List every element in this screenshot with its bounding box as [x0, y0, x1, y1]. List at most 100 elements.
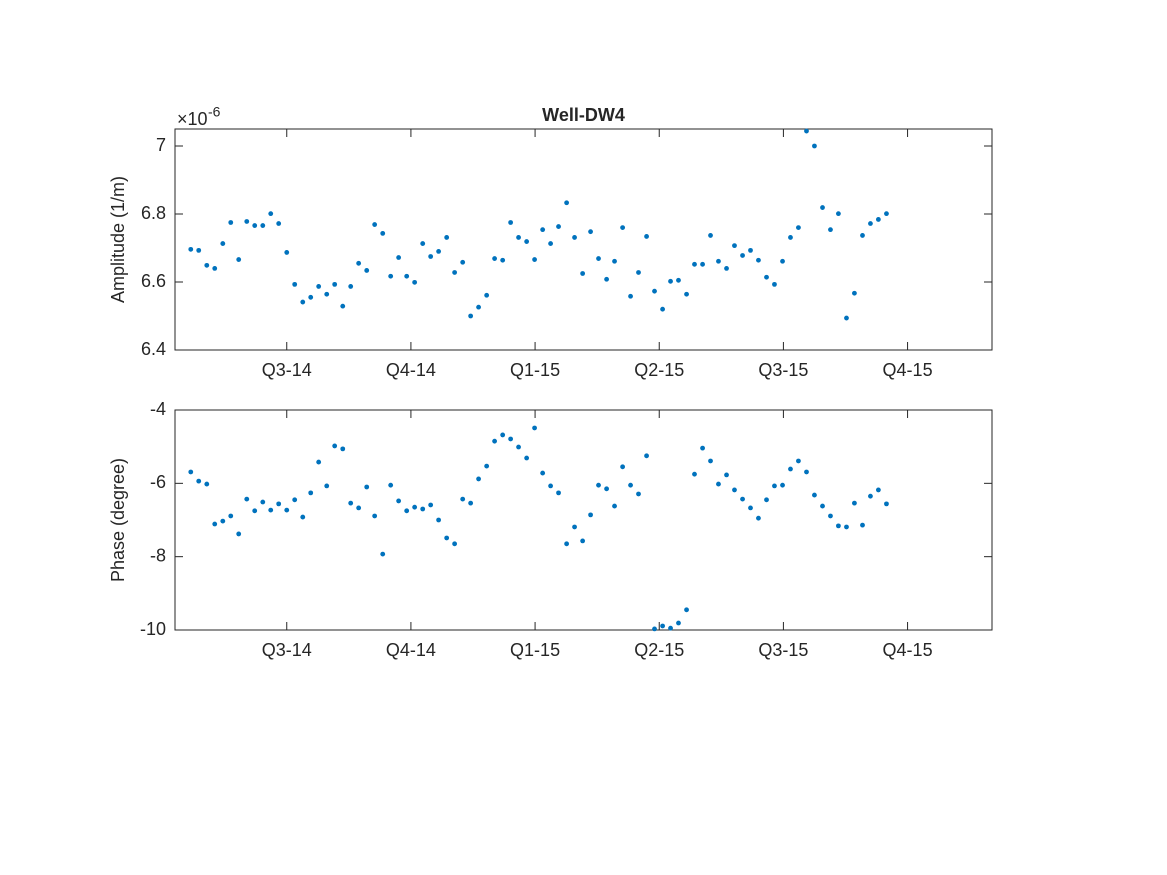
data-point — [692, 261, 697, 267]
data-point — [228, 513, 234, 519]
data-point — [732, 487, 737, 493]
data-point — [476, 304, 481, 310]
data-point — [500, 257, 506, 263]
data-point — [780, 258, 785, 264]
x-tick-label: Q3-14 — [262, 360, 312, 380]
data-point — [716, 258, 721, 264]
data-point — [572, 235, 577, 240]
data-point — [836, 523, 841, 529]
data-point — [364, 484, 370, 490]
data-point — [684, 291, 689, 297]
data-point — [732, 243, 737, 249]
data-point — [516, 235, 521, 240]
y-tick-label: -8 — [150, 545, 166, 565]
data-point — [204, 262, 210, 268]
data-point — [796, 458, 801, 464]
data-point — [412, 279, 418, 285]
x-tick-label: Q1-15 — [510, 360, 560, 380]
data-point — [372, 513, 378, 519]
data-point — [556, 490, 561, 496]
data-point — [740, 496, 745, 502]
data-point — [284, 507, 290, 513]
data-point — [468, 313, 474, 319]
data-point — [875, 487, 881, 493]
data-point — [540, 227, 546, 233]
data-point — [644, 453, 649, 459]
data-point — [676, 620, 681, 626]
data-point — [380, 230, 386, 236]
data-point — [484, 292, 490, 298]
data-point — [628, 482, 633, 488]
data-point — [212, 266, 218, 271]
data-point — [652, 288, 657, 294]
data-point — [508, 436, 514, 442]
chart-title: Well-DW4 — [542, 105, 625, 125]
data-point — [532, 425, 537, 431]
data-point — [844, 315, 849, 321]
x-tick-label: Q3-15 — [758, 640, 808, 660]
data-point — [308, 490, 314, 496]
data-point — [684, 607, 689, 613]
data-point — [372, 222, 378, 227]
x-tick-label: Q1-15 — [510, 640, 560, 660]
data-point — [236, 257, 242, 262]
data-point — [276, 501, 282, 507]
data-point — [828, 227, 833, 233]
data-point — [532, 257, 537, 262]
data-point — [604, 276, 609, 282]
data-point — [572, 524, 577, 530]
data-point — [772, 281, 777, 287]
data-point — [244, 496, 250, 502]
data-point — [268, 211, 274, 217]
data-point — [612, 503, 617, 509]
data-point — [268, 507, 274, 513]
data-point — [332, 443, 338, 449]
data-point — [764, 497, 769, 503]
data-point — [476, 476, 481, 482]
data-point — [316, 459, 322, 465]
data-point — [204, 481, 210, 487]
data-point — [875, 217, 881, 222]
data-point — [852, 500, 857, 506]
data-point — [196, 247, 202, 253]
data-point — [348, 284, 354, 289]
data-point — [612, 258, 617, 264]
data-point — [796, 225, 801, 231]
data-point — [428, 254, 434, 259]
data-point — [452, 270, 458, 275]
x-tick-label: Q4-14 — [386, 640, 436, 660]
data-point — [412, 504, 418, 510]
data-point — [604, 486, 609, 492]
x-tick-label: Q2-15 — [634, 640, 684, 660]
data-point — [236, 531, 242, 537]
data-point — [252, 223, 258, 228]
data-point — [364, 268, 370, 273]
data-point — [524, 239, 530, 244]
y-axis-label: Amplitude (1/m) — [108, 176, 128, 303]
data-point — [852, 290, 857, 296]
data-point — [308, 294, 314, 300]
data-point — [356, 505, 362, 511]
data-point — [436, 249, 442, 254]
data-point — [428, 502, 434, 508]
data-point — [836, 211, 841, 217]
data-point — [884, 211, 889, 217]
y-tick-label: -6 — [150, 472, 166, 492]
data-point — [260, 223, 266, 228]
data-point — [860, 233, 865, 238]
data-point — [884, 501, 889, 507]
x-tick-label: Q4-15 — [883, 640, 933, 660]
data-point — [460, 259, 466, 265]
x-tick-label: Q4-14 — [386, 360, 436, 380]
data-point — [324, 483, 330, 489]
data-point — [380, 551, 386, 557]
data-point — [868, 221, 873, 226]
data-point — [804, 469, 809, 475]
data-point — [700, 445, 705, 451]
data-point — [828, 513, 833, 519]
data-point — [772, 483, 777, 489]
data-point — [292, 497, 298, 503]
data-point — [748, 247, 753, 253]
data-point — [788, 235, 793, 240]
